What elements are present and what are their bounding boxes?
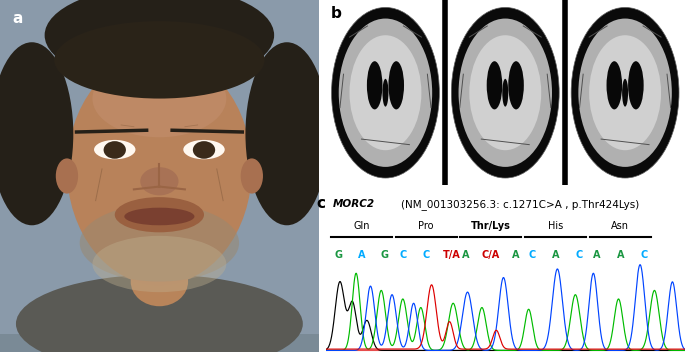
- Text: C/A: C/A: [482, 250, 500, 260]
- Ellipse shape: [578, 19, 672, 167]
- Ellipse shape: [382, 79, 388, 107]
- Ellipse shape: [240, 158, 263, 194]
- Ellipse shape: [245, 42, 328, 225]
- Text: b: b: [331, 6, 342, 20]
- Ellipse shape: [54, 21, 264, 99]
- Text: T/A: T/A: [443, 250, 461, 260]
- Ellipse shape: [451, 7, 559, 178]
- Ellipse shape: [92, 60, 226, 137]
- Text: C: C: [529, 250, 536, 260]
- Text: MORC2: MORC2: [333, 199, 375, 209]
- Ellipse shape: [332, 7, 439, 178]
- Ellipse shape: [571, 7, 679, 178]
- Ellipse shape: [388, 61, 404, 109]
- Ellipse shape: [16, 275, 303, 352]
- Ellipse shape: [589, 35, 661, 150]
- Ellipse shape: [508, 61, 524, 109]
- Ellipse shape: [45, 0, 274, 84]
- Text: A: A: [616, 250, 624, 260]
- Ellipse shape: [55, 158, 78, 194]
- Text: Gln: Gln: [353, 221, 370, 231]
- Text: A: A: [512, 250, 520, 260]
- Ellipse shape: [140, 167, 179, 195]
- Ellipse shape: [193, 141, 215, 159]
- Text: His: His: [548, 221, 563, 231]
- Ellipse shape: [349, 35, 421, 150]
- Ellipse shape: [606, 61, 622, 109]
- Ellipse shape: [79, 204, 239, 282]
- Text: C: C: [399, 250, 406, 260]
- Text: A: A: [593, 250, 601, 260]
- Text: C: C: [575, 250, 582, 260]
- Ellipse shape: [487, 61, 502, 109]
- Text: G: G: [334, 250, 342, 260]
- Ellipse shape: [115, 197, 204, 232]
- Ellipse shape: [0, 42, 73, 225]
- Ellipse shape: [103, 141, 126, 159]
- Text: A: A: [552, 250, 560, 260]
- Ellipse shape: [469, 35, 541, 150]
- Ellipse shape: [67, 53, 252, 285]
- Ellipse shape: [458, 19, 552, 167]
- Text: Asn: Asn: [611, 221, 630, 231]
- Text: Thr/Lys: Thr/Lys: [471, 221, 511, 231]
- Text: (NM_001303256.3: c.1271C>A , p.Thr424Lys): (NM_001303256.3: c.1271C>A , p.Thr424Lys…: [401, 199, 639, 210]
- Text: A: A: [462, 250, 469, 260]
- Text: G: G: [381, 250, 389, 260]
- Ellipse shape: [502, 79, 508, 107]
- Ellipse shape: [628, 61, 644, 109]
- Ellipse shape: [622, 79, 628, 107]
- Ellipse shape: [338, 19, 432, 167]
- Text: a: a: [13, 11, 23, 26]
- Text: C: C: [423, 250, 429, 260]
- Ellipse shape: [94, 140, 136, 159]
- Text: C: C: [640, 250, 647, 260]
- Text: c: c: [316, 196, 325, 210]
- Ellipse shape: [131, 257, 188, 306]
- Ellipse shape: [367, 61, 382, 109]
- Ellipse shape: [184, 140, 225, 159]
- Ellipse shape: [92, 236, 226, 292]
- Ellipse shape: [124, 208, 195, 225]
- Text: Pro: Pro: [419, 221, 434, 231]
- Text: A: A: [358, 250, 365, 260]
